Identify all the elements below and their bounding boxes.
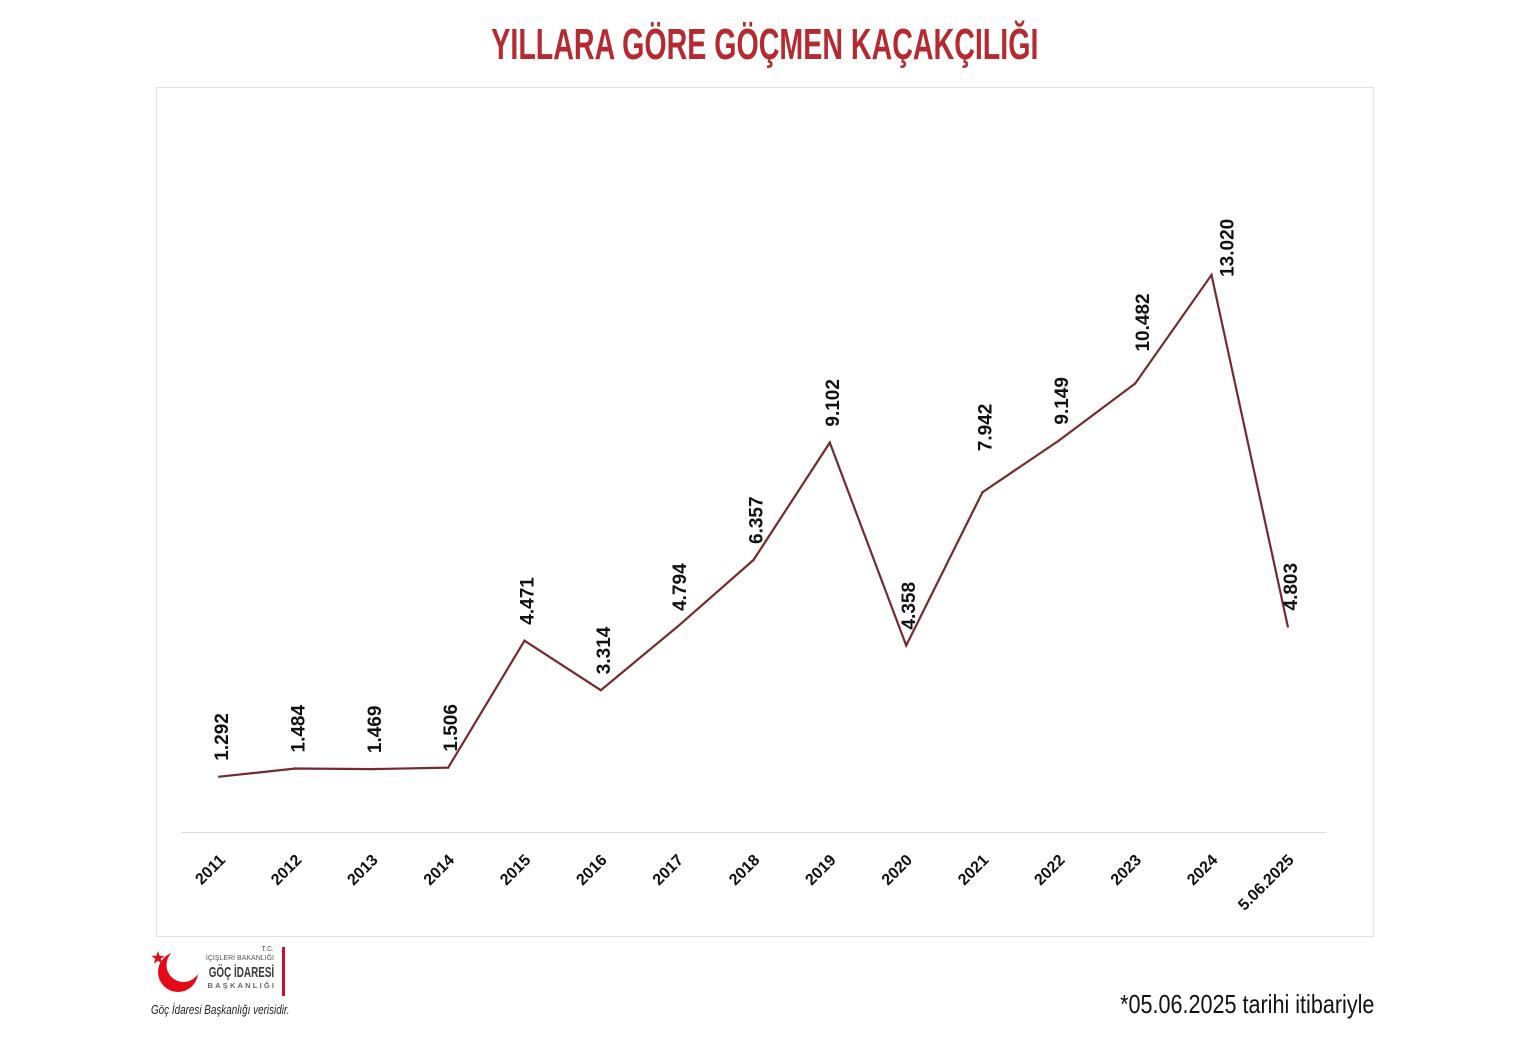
logo-line-unit: BAŞKANLIĞI [207, 981, 277, 990]
data-label: 4.794 [670, 563, 691, 611]
x-tick-label: 2017 [650, 852, 687, 889]
line-chart: 1.292 2011 1.484 2012 1.469 2013 1.506 2014 4.47… [181, 219, 1326, 914]
data-label: 4.471 [518, 577, 539, 625]
data-point [676, 625, 679, 629]
data-label: 1.484 [289, 705, 310, 753]
data-point [1210, 273, 1213, 277]
goc-idaresi-logo: T.C. İÇİŞLERİ BAKANLIĞI GÖÇ İDARESİ BAŞK… [175, 945, 274, 991]
source-note: Göç İdaresi Başkanlığı verisidir. [151, 1002, 290, 1017]
data-label: 9.102 [823, 379, 844, 427]
x-tick-label: 2022 [1031, 852, 1068, 889]
data-point [1057, 439, 1061, 442]
data-point [828, 441, 831, 444]
x-tick-label: 2014 [421, 852, 458, 889]
x-tick-label: 2011 [192, 852, 229, 889]
data-point [370, 767, 373, 771]
x-tick-label: 2013 [344, 852, 381, 889]
logo-line-tc: T.C. [261, 946, 274, 953]
x-tick-label: 2023 [1108, 852, 1145, 889]
x-tick-label: 2020 [879, 852, 916, 889]
x-tick-label: 5.06.2025 [1235, 852, 1297, 914]
star-crescent-icon [151, 948, 201, 992]
logo-divider [282, 947, 285, 996]
logo-line-agency: GÖÇ İDARESİ [208, 964, 274, 981]
data-point [1134, 382, 1137, 385]
data-label: 6.357 [747, 496, 768, 544]
data-label: 4.803 [1281, 563, 1302, 611]
x-tick-label: 2012 [268, 852, 305, 889]
data-label: 10.482 [1133, 293, 1154, 351]
data-label: 7.942 [976, 404, 997, 452]
data-label: 1.506 [441, 704, 462, 752]
x-tick-label: 2019 [802, 852, 839, 889]
x-tick-label: 2016 [573, 852, 610, 889]
data-label: 13.020 [1218, 219, 1239, 277]
data-point [447, 766, 450, 769]
plot-area: 1.292 2011 1.484 2012 1.469 2013 1.506 2014 4.47… [192, 219, 1301, 914]
chart-title: YILLARA GÖRE GÖÇMEN KAÇAKÇILIĞI [491, 20, 1039, 69]
data-label: 1.469 [365, 706, 386, 754]
x-tick-label: 2015 [497, 852, 534, 889]
data-point [1286, 625, 1290, 628]
data-point [218, 775, 221, 778]
logo-line-ministry: İÇİŞLERİ BAKANLIĞI [205, 955, 274, 962]
data-point [981, 491, 984, 494]
data-point [905, 644, 908, 647]
data-point [752, 558, 755, 562]
data-label: 9.149 [1052, 377, 1073, 425]
data-label: 3.314 [594, 626, 615, 674]
title-bar: YILLARA GÖRE GÖÇMEN KAÇAKÇILIĞI [0, 20, 1530, 70]
data-label: 1.292 [212, 713, 233, 761]
x-tick-label: 2021 [955, 852, 992, 889]
data-point [294, 767, 297, 770]
x-tick-label: 2018 [726, 852, 763, 889]
data-point [523, 639, 526, 642]
data-point [599, 689, 602, 692]
data-label: 4.358 [899, 582, 920, 630]
x-tick-label: 2024 [1184, 852, 1221, 889]
date-footnote: *05.06.2025 tarihi itibariyle [1119, 989, 1374, 1019]
chart-frame: 1.292 2011 1.484 2012 1.469 2013 1.506 2014 4.47… [156, 87, 1374, 937]
